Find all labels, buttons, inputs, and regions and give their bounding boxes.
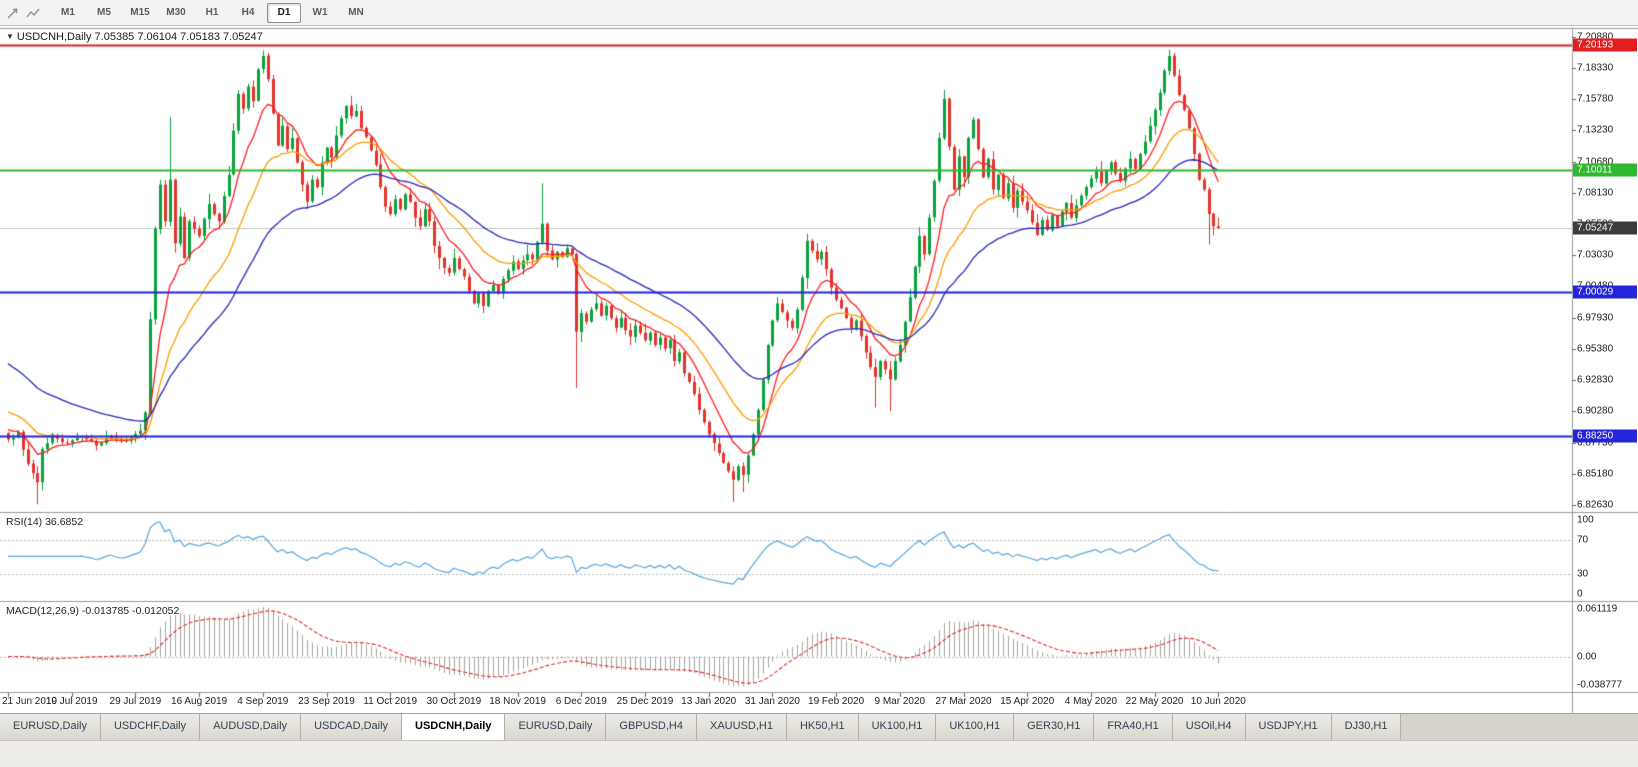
- date-axis-label: 13 Jan 2020: [681, 696, 737, 707]
- price-tick-label: 6.95380: [1577, 343, 1614, 355]
- date-axis-label: 29 Jul 2019: [109, 696, 162, 707]
- date-axis-label: 27 Mar 2020: [935, 696, 992, 707]
- price-tick-label: 6.85180: [1577, 468, 1614, 480]
- timeframe-button-h4[interactable]: H4: [241, 6, 255, 18]
- date-axis-label: 4 Sep 2019: [237, 696, 289, 707]
- price-line-tag-700029[interactable]: 7.00029: [1573, 285, 1637, 299]
- chart-tab-6-gbpusd-h4[interactable]: GBPUSD,H4: [606, 714, 697, 740]
- price-tick-label: 7.08130: [1577, 187, 1614, 199]
- chart-tab-14-usdjpy-h1[interactable]: USDJPY,H1: [1245, 714, 1332, 740]
- chart-tab-5-eurusd-daily[interactable]: EURUSD,Daily: [505, 714, 607, 740]
- chart-tab-7-xauusd-h1[interactable]: XAUUSD,H1: [696, 714, 787, 740]
- chart-tab-9-uk100-h1[interactable]: UK100,H1: [858, 714, 937, 740]
- date-axis-label: 6 Dec 2019: [555, 696, 607, 707]
- price-tick-label: 7.03030: [1577, 249, 1614, 261]
- macd-scale-label: 0.061119: [1577, 603, 1618, 615]
- chart-tab-4-usdcnh-daily[interactable]: USDCNH,Daily: [402, 714, 506, 740]
- rsi-indicator-label: RSI(14) 36.6852: [6, 516, 84, 528]
- macd-scale-label: -0.038777: [1577, 679, 1623, 691]
- date-axis-label: 10 Jun 2020: [1190, 696, 1246, 707]
- date-axis-label: 16 Aug 2019: [171, 696, 228, 707]
- date-axis-label: 21 Jun 2019: [2, 696, 58, 707]
- chart-tab-2-audusd-daily[interactable]: AUDUSD,Daily: [200, 714, 302, 740]
- timeframe-button-m15[interactable]: M15: [130, 6, 150, 18]
- rsi-scale-label: 30: [1577, 568, 1589, 580]
- chart-marker-icon: ▼: [6, 32, 14, 41]
- rsi-scale-label: 70: [1577, 534, 1589, 546]
- cursor-arrow-icon[interactable]: [4, 4, 22, 22]
- chart-tab-10-uk100-h1[interactable]: UK100,H1: [936, 714, 1015, 740]
- price-line-tag-705247[interactable]: 7.05247: [1573, 221, 1637, 235]
- timeframe-button-m1[interactable]: M1: [61, 6, 75, 18]
- price-tick-label: 7.20880: [1577, 31, 1614, 43]
- rsi-scale-label: 100: [1577, 514, 1594, 526]
- timeframe-buttons: M1 M5 M15 M30 H1 H4 D1 W1 MN: [50, 2, 374, 23]
- price-tick-label: 7.18330: [1577, 62, 1614, 74]
- timeframe-button-w1[interactable]: W1: [312, 6, 328, 18]
- price-line-tag-720193[interactable]: 7.20193: [1573, 38, 1637, 52]
- timeframe-button-m5[interactable]: M5: [97, 6, 111, 18]
- date-axis-label: 30 Oct 2019: [426, 696, 482, 707]
- price-tick-label: 7.10680: [1577, 156, 1614, 168]
- price-line-tag-688250[interactable]: 6.88250: [1573, 429, 1637, 443]
- timeframes-toolbar: M1 M5 M15 M30 H1 H4 D1 W1 MN: [0, 0, 1638, 26]
- chart-tab-13-usoil-h4[interactable]: USOil,H4: [1172, 714, 1246, 740]
- date-axis-label: 22 May 2020: [1125, 696, 1184, 707]
- date-axis-label: 18 Nov 2019: [489, 696, 546, 707]
- chart-title-text: USDCNH,Daily 7.05385 7.06104 7.05183 7.0…: [16, 31, 263, 43]
- chart-tab-15-dj30-h1[interactable]: DJ30,H1: [1331, 714, 1402, 740]
- chart-tab-8-hk50-h1[interactable]: HK50,H1: [786, 714, 859, 740]
- date-axis-label: 11 Oct 2019: [363, 696, 418, 707]
- chart-tab-3-usdcad-daily[interactable]: USDCAD,Daily: [301, 714, 403, 740]
- date-axis-label: 31 Jan 2020: [744, 696, 800, 707]
- date-axis-label: 4 May 2020: [1064, 696, 1118, 707]
- status-strip: [0, 740, 1638, 767]
- price-tick-label: 6.92830: [1577, 374, 1614, 386]
- rsi-scale-label: 0: [1577, 588, 1583, 600]
- chart-tab-11-ger30-h1[interactable]: GER30,H1: [1014, 714, 1095, 740]
- date-axis-label: 23 Sep 2019: [298, 696, 355, 707]
- chart-title: ▼ USDCNH,Daily 7.05385 7.06104 7.05183 7.…: [6, 31, 263, 43]
- date-axis-label: 15 Apr 2020: [1000, 696, 1055, 707]
- macd-indicator-label: MACD(12,26,9) -0.013785 -0.012052: [6, 605, 180, 617]
- chart-tabs-bar: EURUSD,Daily USDCHF,Daily AUDUSD,Daily USDC…: [0, 713, 1638, 740]
- timeframe-button-m30[interactable]: M30: [166, 6, 186, 18]
- date-axis-label: 25 Dec 2019: [616, 696, 674, 707]
- price-tick-label: 6.97930: [1577, 312, 1614, 324]
- price-line-tag-710011[interactable]: 7.10011: [1573, 163, 1637, 177]
- date-axis-label: 19 Feb 2020: [808, 696, 865, 707]
- price-tick-label: 6.90280: [1577, 405, 1614, 417]
- chart-tab-0-eurusd-daily[interactable]: EURUSD,Daily: [0, 714, 101, 740]
- price-tick-label: 7.15780: [1577, 93, 1614, 105]
- timeframe-button-h1[interactable]: H1: [205, 6, 219, 18]
- chart-line-icon[interactable]: [24, 4, 42, 22]
- price-tick-label: 6.82630: [1577, 499, 1614, 511]
- date-axis-label: 9 Mar 2020: [874, 696, 926, 707]
- macd-scale-label: 0.00: [1577, 651, 1597, 663]
- timeframe-button-mn[interactable]: MN: [348, 6, 364, 18]
- timeframe-button-d1[interactable]: D1: [267, 2, 301, 23]
- date-axis-label: 10 Jul 2019: [45, 696, 98, 707]
- price-tick-label: 7.13230: [1577, 124, 1614, 136]
- chart-tab-12-fra40-h1[interactable]: FRA40,H1: [1094, 714, 1173, 740]
- chart-tab-1-usdchf-daily[interactable]: USDCHF,Daily: [100, 714, 201, 740]
